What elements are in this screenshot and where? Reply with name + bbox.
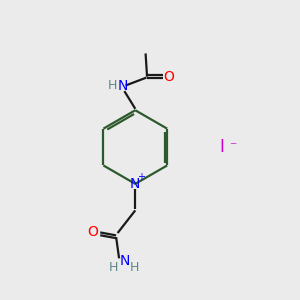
Text: +: +: [137, 172, 145, 182]
Text: N: N: [117, 79, 128, 92]
Text: O: O: [87, 225, 98, 238]
Text: I: I: [220, 138, 225, 156]
Text: O: O: [163, 70, 174, 84]
Text: H: H: [108, 79, 117, 92]
Text: H: H: [109, 261, 119, 274]
Text: N: N: [119, 254, 130, 268]
Text: H: H: [130, 261, 139, 274]
Text: ⁻: ⁻: [229, 140, 236, 154]
Text: N: N: [130, 177, 140, 191]
